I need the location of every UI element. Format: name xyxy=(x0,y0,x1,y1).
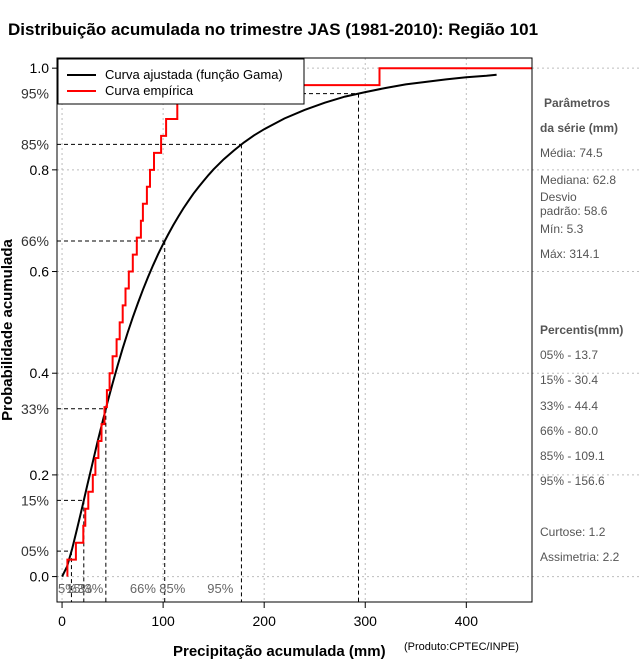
stat-max: Máx: 314.1 xyxy=(540,247,600,261)
x-axis-label: Precipitação acumulada (mm) xyxy=(173,643,386,660)
empirical-step-curve xyxy=(66,67,532,577)
credit-label: (Produto:CPTEC/INPE) xyxy=(404,641,519,653)
fitted-gamma-curve xyxy=(61,73,497,578)
params-heading-1: Parâmetros xyxy=(544,96,610,110)
x-percentile-label-1: 15% xyxy=(66,581,92,596)
y-tick-label-1: 0.2 xyxy=(30,467,50,483)
legend-box xyxy=(57,58,305,105)
legend-label-fitted: Curva ajustada (função Gama) xyxy=(105,67,283,82)
stat-desvio-2: padrão: 58.6 xyxy=(540,204,608,218)
percentil-66: 66% - 80.0 xyxy=(540,424,598,438)
percentil-15: 15% - 30.4 xyxy=(540,373,598,387)
y-tick-label-2: 0.4 xyxy=(30,365,50,381)
stat-assimetria: Assimetria: 2.2 xyxy=(540,550,620,564)
x-tick-label-0: 0 xyxy=(58,613,66,629)
y-percentile-label-4: 85% xyxy=(21,136,49,152)
y-tick-label-0: 0.0 xyxy=(30,569,50,585)
legend: Curva ajustada (função Gama) Curva empír… xyxy=(57,58,305,105)
y-percentile-label-0: 05% xyxy=(21,543,49,559)
y-tick-label-3: 0.6 xyxy=(30,264,50,280)
percentis-heading: Percentis(mm) xyxy=(540,323,623,337)
x-axis: 0 100 200 300 400 5%15%33% 66% 85% 95% xyxy=(58,581,478,629)
x-tick-label-2: 200 xyxy=(253,613,277,629)
percentil-33: 33% - 44.4 xyxy=(540,399,598,413)
stat-min: Mín: 5.3 xyxy=(540,222,584,236)
stat-curtose: Curtose: 1.2 xyxy=(540,525,606,539)
y-axis-label: Probabilidade acumulada xyxy=(0,238,16,420)
y-axis: 0.0 0.2 0.4 0.6 0.8 1.0 05% 15% 33% 66% 85% 95% xyxy=(21,60,57,585)
y-percentile-label-5: 95% xyxy=(21,86,49,102)
stat-mediana: Mediana: 62.8 xyxy=(540,173,616,187)
params-heading-2: da série (mm) xyxy=(540,121,618,135)
y-percentile-label-1: 15% xyxy=(21,492,49,508)
x-percentile-label-3: 66% xyxy=(130,581,156,596)
series-layer xyxy=(61,67,532,578)
stats-panel: Parâmetros da série (mm) Média: 74.5 Med… xyxy=(540,96,623,564)
x-percentile-label-0: 5% xyxy=(58,581,77,596)
x-percentile-label-5: 95% xyxy=(207,581,233,596)
x-percentile-label-4: 85% xyxy=(159,581,185,596)
percentil-85: 85% - 109.1 xyxy=(540,449,605,463)
x-tick-label-4: 400 xyxy=(455,613,479,629)
x-tick-label-1: 100 xyxy=(151,613,175,629)
stat-desvio-1: Desvio xyxy=(540,190,577,204)
plot-frame xyxy=(56,57,533,603)
percentil-95: 95% - 156.6 xyxy=(540,474,605,488)
x-percentile-label-2: 33% xyxy=(77,581,103,596)
stat-media: Média: 74.5 xyxy=(540,146,603,160)
y-tick-label-5: 1.0 xyxy=(30,60,50,76)
y-percentile-label-3: 66% xyxy=(21,233,49,249)
y-tick-label-4: 0.8 xyxy=(30,162,50,178)
y-percentile-label-2: 33% xyxy=(21,401,49,417)
chart-title: Distribuição acumulada no trimestre JAS … xyxy=(8,20,538,39)
percentil-05: 05% - 13.7 xyxy=(540,348,598,362)
x-tick-label-3: 300 xyxy=(354,613,378,629)
legend-label-empirical: Curva empírica xyxy=(105,83,194,98)
